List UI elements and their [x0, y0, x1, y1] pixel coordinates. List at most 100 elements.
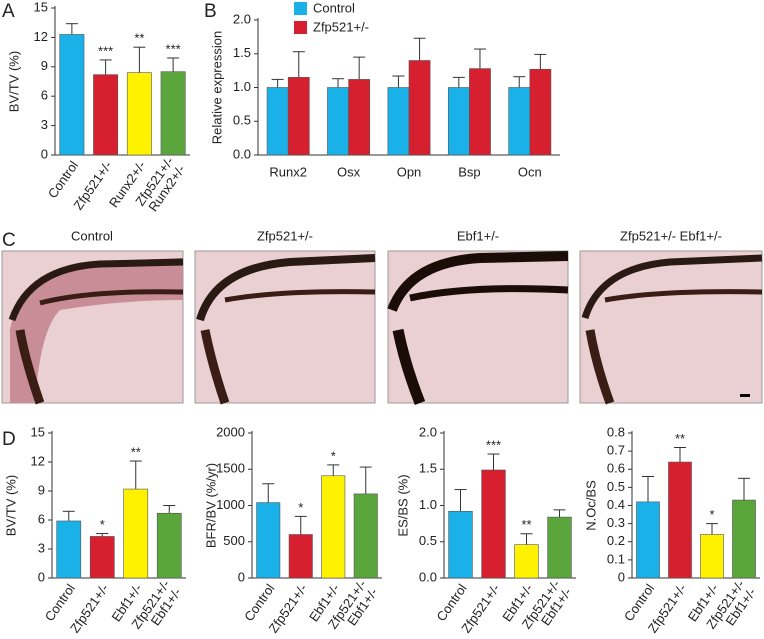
bar [89, 536, 115, 579]
y-tick-label: 2.0 [419, 424, 437, 439]
significance: ** [134, 31, 144, 46]
y-tick-label: 0.1 [607, 551, 625, 566]
bar [732, 499, 756, 579]
significance: * [331, 448, 336, 463]
x-tick-label: Opn [397, 164, 422, 179]
bar [481, 469, 506, 579]
bar [156, 512, 182, 579]
histology-images [1, 250, 763, 406]
bar [123, 488, 149, 579]
bar [700, 534, 724, 579]
significance: ** [521, 517, 531, 532]
significance: * [100, 517, 105, 532]
panel-label: C [2, 230, 16, 251]
y-axis-label: N.Oc/BS [583, 480, 598, 531]
bar [508, 87, 531, 156]
x-tick-label: Ocn [518, 164, 542, 179]
bar [387, 87, 410, 156]
y-tick-label: 0 [41, 146, 48, 161]
bar [529, 68, 552, 156]
x-tick-label: Bsp [458, 164, 480, 179]
y-tick-label: 6 [41, 88, 48, 103]
significance: * [709, 507, 714, 522]
significance: ** [131, 444, 141, 459]
legend-swatch [294, 21, 307, 34]
y-tick-label: 0.4 [607, 497, 625, 512]
y-tick-label: 0.6 [607, 461, 625, 476]
histology-image [387, 250, 569, 406]
y-tick-label: 0.2 [607, 533, 625, 548]
y-axis-label: BV/TV (%) [6, 51, 21, 112]
histology-image [1, 250, 184, 405]
y-tick-label: 0 [238, 569, 245, 584]
panel-label: A [2, 1, 15, 22]
y-tick-label: 500 [223, 533, 245, 548]
panel-label: D [2, 429, 16, 450]
bar [321, 475, 346, 579]
y-tick-label: 1.0 [233, 79, 251, 94]
significance: *** [486, 437, 501, 452]
y-tick-label: 0.7 [607, 443, 625, 458]
y-axis-label: ES/BS (%) [395, 474, 410, 536]
bar [256, 502, 281, 579]
y-tick-label: 0.0 [419, 569, 437, 584]
bar [469, 68, 491, 156]
y-tick-label: 12 [31, 453, 45, 468]
bar [288, 534, 313, 579]
y-tick-label: 0.8 [607, 424, 625, 439]
y-tick-label: 1.5 [419, 461, 437, 476]
x-tick-label: Runx2 [269, 164, 307, 179]
y-tick-label: 0.5 [419, 533, 437, 548]
y-tick-label: 1.5 [233, 45, 251, 60]
bar [547, 516, 572, 579]
y-tick-label: 0.5 [607, 479, 625, 494]
image-title: Ebf1+/- [457, 228, 499, 243]
image-title: Zfp521+/- Ebf1+/- [620, 228, 722, 243]
image-title: Zfp521+/- [257, 228, 313, 243]
x-tick-label: Control [45, 158, 81, 201]
y-tick-label: 2.0 [233, 11, 251, 26]
bar [447, 87, 470, 156]
bar [668, 461, 692, 579]
bar [448, 510, 473, 579]
y-axis-label: Relative expression [209, 31, 224, 144]
y-tick-label: 1000 [216, 497, 245, 512]
y-tick-label: 6 [38, 511, 45, 526]
bar [287, 77, 310, 156]
bar [636, 501, 660, 579]
significance: *** [98, 43, 113, 58]
y-tick-label: 9 [38, 482, 45, 497]
y-tick-label: 3 [38, 540, 45, 555]
panel-label: B [204, 1, 217, 22]
bar [327, 87, 349, 156]
bar [408, 60, 431, 156]
bar [56, 520, 82, 579]
y-tick-label: 0 [618, 569, 625, 584]
y-tick-label: 15 [34, 0, 48, 14]
legend-label: Control [313, 0, 355, 15]
image-title: Control [71, 228, 113, 243]
bar [93, 74, 119, 156]
histology-image [194, 250, 376, 405]
y-tick-label: 3 [41, 117, 48, 132]
y-tick-label: 12 [34, 29, 48, 44]
significance: *** [166, 41, 181, 56]
legend-swatch [294, 2, 307, 15]
y-tick-label: 2000 [216, 424, 245, 439]
x-tick-label: Osx [337, 164, 361, 179]
histology-image [579, 250, 763, 405]
bar [353, 493, 378, 579]
significance: * [298, 500, 303, 515]
bar [160, 71, 186, 156]
bar [348, 79, 371, 156]
y-tick-label: 9 [41, 58, 48, 73]
y-tick-label: 1500 [216, 461, 245, 476]
significance: ** [675, 431, 685, 446]
bar [126, 72, 152, 156]
bar [59, 34, 85, 156]
y-tick-label: 0.0 [233, 146, 251, 161]
y-tick-label: 1.0 [419, 497, 437, 512]
y-axis-label: BFR/BV (%/yr) [203, 463, 218, 548]
bar [514, 544, 539, 579]
